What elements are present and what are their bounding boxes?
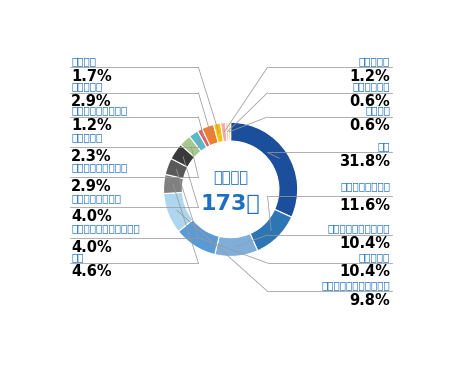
Text: 10.4%: 10.4% bbox=[339, 264, 390, 279]
Text: 11.6%: 11.6% bbox=[339, 198, 390, 213]
Text: 9.8%: 9.8% bbox=[350, 292, 390, 308]
Text: 1.7%: 1.7% bbox=[71, 69, 112, 84]
Text: 有害物等との接触: 有害物等との接触 bbox=[71, 193, 121, 203]
Text: 2.3%: 2.3% bbox=[71, 149, 112, 164]
Wedge shape bbox=[164, 192, 193, 231]
Text: 173件: 173件 bbox=[201, 194, 261, 214]
Text: 火災・爆発: 火災・爆発 bbox=[359, 56, 390, 66]
Wedge shape bbox=[165, 159, 188, 178]
Text: 休業災害: 休業災害 bbox=[213, 171, 248, 186]
Text: 4.0%: 4.0% bbox=[71, 240, 112, 255]
Text: 墜落・転落: 墜落・転落 bbox=[359, 252, 390, 262]
Text: 2.9%: 2.9% bbox=[71, 179, 112, 194]
Text: 機械挟まれ・巻き込まれ: 機械挟まれ・巻き込まれ bbox=[71, 223, 140, 233]
Text: 動作の反動・無理動作: 動作の反動・無理動作 bbox=[328, 224, 390, 234]
Text: 激突: 激突 bbox=[71, 252, 84, 262]
Text: 交通事故（その他）: 交通事故（その他） bbox=[71, 106, 127, 116]
Text: 切れ・こすれ: 切れ・こすれ bbox=[353, 81, 390, 92]
Wedge shape bbox=[171, 145, 194, 167]
Text: 挟まれ・巻き込まれ: 挟まれ・巻き込まれ bbox=[71, 163, 127, 172]
Text: 0.6%: 0.6% bbox=[350, 94, 390, 109]
Text: 1.2%: 1.2% bbox=[350, 69, 390, 84]
Text: 交通事故（道路）: 交通事故（道路） bbox=[340, 182, 390, 191]
Text: 10.4%: 10.4% bbox=[339, 236, 390, 251]
Text: その他の型: その他の型 bbox=[71, 81, 102, 92]
Wedge shape bbox=[214, 123, 223, 142]
Text: 分類不能: 分類不能 bbox=[71, 56, 96, 66]
Wedge shape bbox=[225, 122, 229, 141]
Text: 2.9%: 2.9% bbox=[71, 94, 112, 109]
Wedge shape bbox=[250, 209, 292, 251]
Text: 4.0%: 4.0% bbox=[71, 210, 112, 225]
Wedge shape bbox=[178, 220, 219, 255]
Wedge shape bbox=[189, 131, 207, 151]
Text: 転倒: 転倒 bbox=[378, 141, 390, 151]
Wedge shape bbox=[215, 234, 258, 256]
Wedge shape bbox=[180, 136, 201, 157]
Wedge shape bbox=[220, 123, 227, 142]
Wedge shape bbox=[202, 124, 218, 146]
Text: 激突され: 激突され bbox=[365, 106, 390, 116]
Wedge shape bbox=[228, 122, 231, 141]
Wedge shape bbox=[198, 129, 210, 147]
Text: 31.8%: 31.8% bbox=[339, 154, 390, 169]
Wedge shape bbox=[163, 174, 184, 194]
Text: 0.6%: 0.6% bbox=[350, 118, 390, 133]
Text: 飛来・落下: 飛来・落下 bbox=[71, 132, 102, 142]
Text: 1.2%: 1.2% bbox=[71, 118, 112, 133]
Text: 高温・低温の物との接触: 高温・低温の物との接触 bbox=[321, 280, 390, 290]
Text: 4.6%: 4.6% bbox=[71, 264, 112, 279]
Wedge shape bbox=[230, 122, 298, 217]
